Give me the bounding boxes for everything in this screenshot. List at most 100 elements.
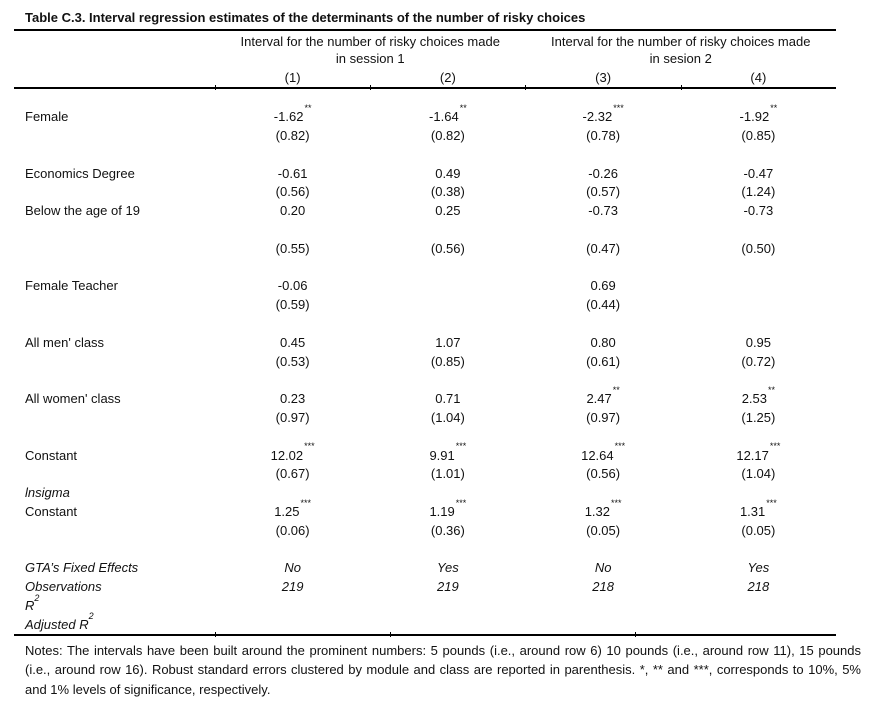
column-group-header: Interval for the number of risky choices… (14, 31, 836, 67)
cell-value: (0.82) (430, 127, 465, 143)
cell-value: (0.06) (275, 522, 310, 538)
spacer-row (14, 220, 836, 239)
cell-value: (1.04) (741, 466, 776, 482)
cell-value: Yes (747, 560, 770, 576)
cell-value: 12.02*** (270, 441, 315, 463)
spacer-row (14, 89, 836, 108)
row-label: All women' class (25, 391, 121, 407)
table-row: All women' class 0.23 0.71 2.47** 2.53** (14, 384, 836, 408)
row-label: Observations (25, 579, 102, 595)
row-label: Economics Degree (25, 165, 135, 181)
cell-value: (0.97) (275, 409, 310, 425)
table-row: GTA’s Fixed Effects No Yes No Yes (14, 558, 836, 577)
cell-value: (0.67) (275, 466, 310, 482)
table-row: All men' class 0.45 1.07 0.80 0.95 (14, 333, 836, 352)
table-row: Below the age of 19 0.20 0.25 -0.73 -0.73 (14, 201, 836, 220)
spacer-row (14, 540, 836, 559)
cell-value: (0.44) (586, 297, 621, 313)
row-label: lnsigma (25, 485, 70, 501)
cell-value: 1.19*** (429, 497, 467, 519)
table-row: lnsigma (14, 483, 836, 502)
col-number-4: (4) (750, 69, 767, 85)
cell-value: (1.25) (741, 409, 776, 425)
cell-value: -2.32*** (582, 102, 624, 125)
cell-value: (0.85) (430, 353, 465, 369)
table-row: R2 (14, 593, 836, 615)
row-label: Adjusted R2 (25, 611, 94, 632)
table-row: (0.59) (0.44) (14, 295, 836, 314)
cell-value: (1.01) (430, 466, 465, 482)
table-notes: Notes: The intervals have been built aro… (25, 642, 861, 697)
cell-value: (0.05) (741, 522, 776, 538)
cell-value: (0.56) (586, 466, 621, 482)
cell-value: 0.23 (279, 391, 306, 407)
cell-value: 1.32*** (584, 497, 622, 519)
cell-value: 0.71 (435, 391, 461, 407)
col-number-3: (3) (595, 69, 612, 85)
col-number-2: (2) (439, 69, 456, 85)
table-row: (0.67) (1.01) (0.56) (1.04) (14, 464, 836, 483)
column-divider-tick (215, 85, 216, 90)
bottom-rule (14, 631, 836, 637)
header-rule (14, 85, 836, 90)
cell-value: 0.95 (745, 334, 772, 350)
regression-table: Table C.3. Interval regression estimates… (14, 0, 836, 637)
row-label: All men' class (25, 334, 105, 350)
cell-value: 2.53** (741, 384, 776, 407)
cell-value: (0.38) (430, 184, 465, 200)
cell-value: -0.73 (743, 203, 774, 219)
col-group-session1-line1: Interval for the number of risky choices… (240, 34, 500, 49)
table-row: Constant 1.25*** 1.19*** 1.32*** 1.31*** (14, 497, 836, 521)
row-label: GTA’s Fixed Effects (25, 560, 139, 576)
table-row: Female -1.62** -1.64** -2.32*** -1.92** (14, 102, 836, 126)
cell-value: -0.73 (588, 203, 618, 219)
cell-value: (0.72) (741, 353, 776, 369)
row-label: Constant (25, 503, 78, 519)
cell-value: 0.20 (279, 203, 306, 219)
column-divider-tick (681, 85, 682, 90)
row-label: Constant (25, 447, 78, 463)
cell-value: -1.92** (739, 102, 778, 125)
table-body: Female -1.62** -1.64** -2.32*** -1.92** (0.82… (14, 89, 836, 634)
cell-value: No (594, 560, 612, 576)
cell-value: 219 (281, 579, 304, 595)
row-label: Female (25, 109, 69, 125)
column-divider-tick (635, 631, 636, 637)
cell-value: (1.24) (741, 184, 776, 200)
cell-value: 219 (437, 579, 459, 595)
cell-value: 218 (747, 579, 770, 595)
column-divider-tick (215, 631, 216, 637)
cell-value: 1.31*** (739, 497, 777, 519)
cell-value: 0.49 (435, 165, 461, 181)
table-row: Constant 12.02*** 9.91*** 12.64*** 12.17*** (14, 441, 836, 465)
cell-value: (0.78) (586, 127, 621, 143)
spacer-row (14, 370, 836, 389)
table-title: Table C.3. Interval regression estimates… (25, 10, 586, 25)
cell-value: -1.62** (273, 102, 312, 125)
cell-value: 0.69 (590, 278, 616, 294)
table-row: (0.82) (0.82) (0.78) (0.85) (14, 126, 836, 145)
cell-value: (0.97) (586, 409, 621, 425)
cell-value: (0.36) (430, 522, 465, 538)
table-row: (0.55) (0.56) (0.47) (0.50) (14, 239, 836, 258)
cell-value: -0.47 (743, 165, 774, 181)
column-number-header: (1) (2) (3) (4) (14, 67, 836, 87)
header-spacer (14, 34, 215, 67)
cell-value: 0.25 (435, 203, 461, 219)
cell-value: No (284, 560, 301, 576)
cell-value: (0.59) (275, 297, 310, 313)
col-group-session1: Interval for the number of risky choices… (215, 34, 526, 67)
col-number-1: (1) (284, 69, 301, 85)
table-row: Female Teacher -0.06 0.69 (14, 276, 836, 295)
column-divider-tick (370, 85, 371, 90)
cell-value: 2.47** (586, 384, 620, 407)
cell-value: 1.25*** (274, 497, 312, 519)
spacer-row (14, 258, 836, 277)
cell-value: -1.64** (429, 102, 467, 125)
cell-value: 12.64*** (581, 441, 626, 463)
cell-value: -0.06 (277, 278, 308, 294)
cell-value: (0.50) (741, 240, 776, 256)
table-row: (0.97) (1.04) (0.97) (1.25) (14, 408, 836, 427)
table-row: (0.06) (0.36) (0.05) (0.05) (14, 521, 836, 540)
cell-value: 1.07 (435, 334, 461, 350)
